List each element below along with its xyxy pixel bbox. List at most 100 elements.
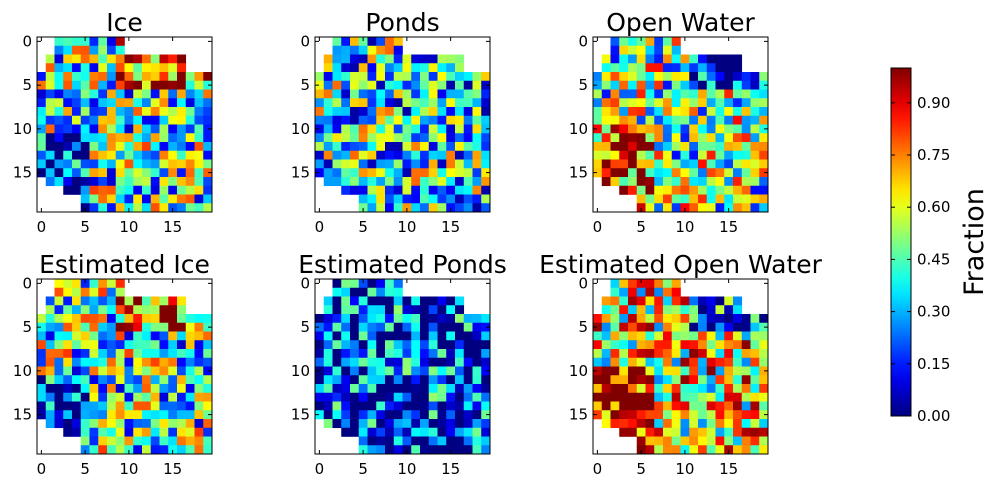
heatmap-cell [593, 357, 603, 367]
heatmap-cell [350, 115, 360, 125]
heatmap-cell [610, 124, 620, 134]
heatmap-cell [177, 366, 187, 376]
heatmap-cell [689, 401, 699, 411]
heatmap-cell [194, 366, 204, 376]
heatmap-cell [185, 115, 195, 125]
heatmap-cell [168, 436, 178, 446]
heatmap-cell [376, 150, 386, 160]
heatmap-cell [323, 124, 333, 134]
heatmap-cell [98, 287, 108, 297]
heatmap-cell [663, 45, 673, 55]
heatmap-cell [715, 349, 725, 359]
heatmap-cell [402, 375, 412, 385]
heatmap-cell [150, 168, 160, 178]
heatmap-cell [645, 287, 655, 297]
heatmap-cell [185, 72, 195, 82]
heatmap-cell [654, 322, 664, 332]
heatmap-cell [446, 314, 456, 324]
heatmap-cell [107, 194, 117, 204]
heatmap-cell [177, 142, 187, 152]
heatmap-cell [437, 185, 447, 195]
heatmap-cell [463, 322, 473, 332]
heatmap-cell [159, 410, 169, 420]
heatmap-cell [733, 159, 743, 169]
heatmap-cell [393, 159, 403, 169]
heatmap-cell [411, 115, 421, 125]
heatmap-cell [194, 322, 204, 332]
heatmap-cell [411, 159, 421, 169]
heatmap-cell [463, 159, 473, 169]
heatmap-cell [168, 314, 178, 324]
heatmap-cell [63, 124, 73, 134]
heatmap-cell [385, 296, 395, 306]
heatmap-cell [446, 124, 456, 134]
heatmap-cell [724, 142, 734, 152]
heatmap-cell [715, 80, 725, 90]
heatmap-cell [724, 124, 734, 134]
heatmap-cell [411, 375, 421, 385]
heatmap-cell [89, 72, 99, 82]
heatmap-cell [203, 107, 213, 117]
heatmap-cell [628, 401, 638, 411]
heatmap-cell [619, 98, 629, 108]
heatmap-cell [428, 349, 438, 359]
heatmap-cell [150, 124, 160, 134]
heatmap-cell [54, 63, 64, 73]
y-tick-label: 5 [22, 76, 32, 94]
heatmap-cell [733, 305, 743, 315]
heatmap-cell [619, 287, 629, 297]
heatmap-cell [481, 159, 491, 169]
heatmap-cell [663, 331, 673, 341]
heatmap-cell [376, 419, 386, 429]
heatmap-cell [680, 366, 690, 376]
heatmap-cell [481, 392, 491, 402]
heatmap-cell [315, 322, 325, 332]
heatmap-cell [689, 107, 699, 117]
heatmap-cell [446, 419, 456, 429]
heatmap-cell [63, 296, 73, 306]
heatmap-cell [107, 445, 117, 455]
heatmap-cell [37, 349, 47, 359]
heatmap-cell [654, 436, 664, 446]
heatmap-cell [133, 185, 143, 195]
heatmap-cell [733, 340, 743, 350]
heatmap-cell [350, 331, 360, 341]
heatmap-cell [98, 366, 108, 376]
heatmap-cell [393, 436, 403, 446]
heatmap-cell [663, 98, 673, 108]
heatmap-cell [80, 305, 90, 315]
heatmap-cell [689, 340, 699, 350]
heatmap-cell [663, 89, 673, 99]
heatmap-cell [428, 419, 438, 429]
heatmap-cell [472, 203, 482, 213]
heatmap-cell [455, 392, 465, 402]
heatmap-cell [367, 279, 377, 289]
heatmap-cell [80, 296, 90, 306]
heatmap-cell [463, 366, 473, 376]
heatmap-cell [133, 194, 143, 204]
heatmap-cell [185, 159, 195, 169]
heatmap-cell [177, 401, 187, 411]
heatmap-cell [63, 89, 73, 99]
heatmap-cell [437, 89, 447, 99]
heatmap-cell [610, 89, 620, 99]
heatmap-cell [601, 357, 611, 367]
heatmap-cell [446, 89, 456, 99]
heatmap-cell [402, 177, 412, 187]
heatmap-cell [124, 366, 134, 376]
heatmap-cell [724, 331, 734, 341]
heatmap-cell [107, 37, 117, 47]
heatmap-cell [741, 89, 751, 99]
heatmap-cell [133, 115, 143, 125]
heatmap-cell [89, 45, 99, 55]
heatmap-cell [115, 375, 125, 385]
heatmap-cell [350, 305, 360, 315]
heatmap-cell [45, 168, 55, 178]
heatmap-cell [350, 410, 360, 420]
heatmap-cell [72, 331, 82, 341]
heatmap-cell [654, 279, 664, 289]
heatmap-cell [698, 142, 708, 152]
heatmap-cell [715, 54, 725, 64]
heatmap-cell [133, 445, 143, 455]
heatmap-cell [367, 340, 377, 350]
